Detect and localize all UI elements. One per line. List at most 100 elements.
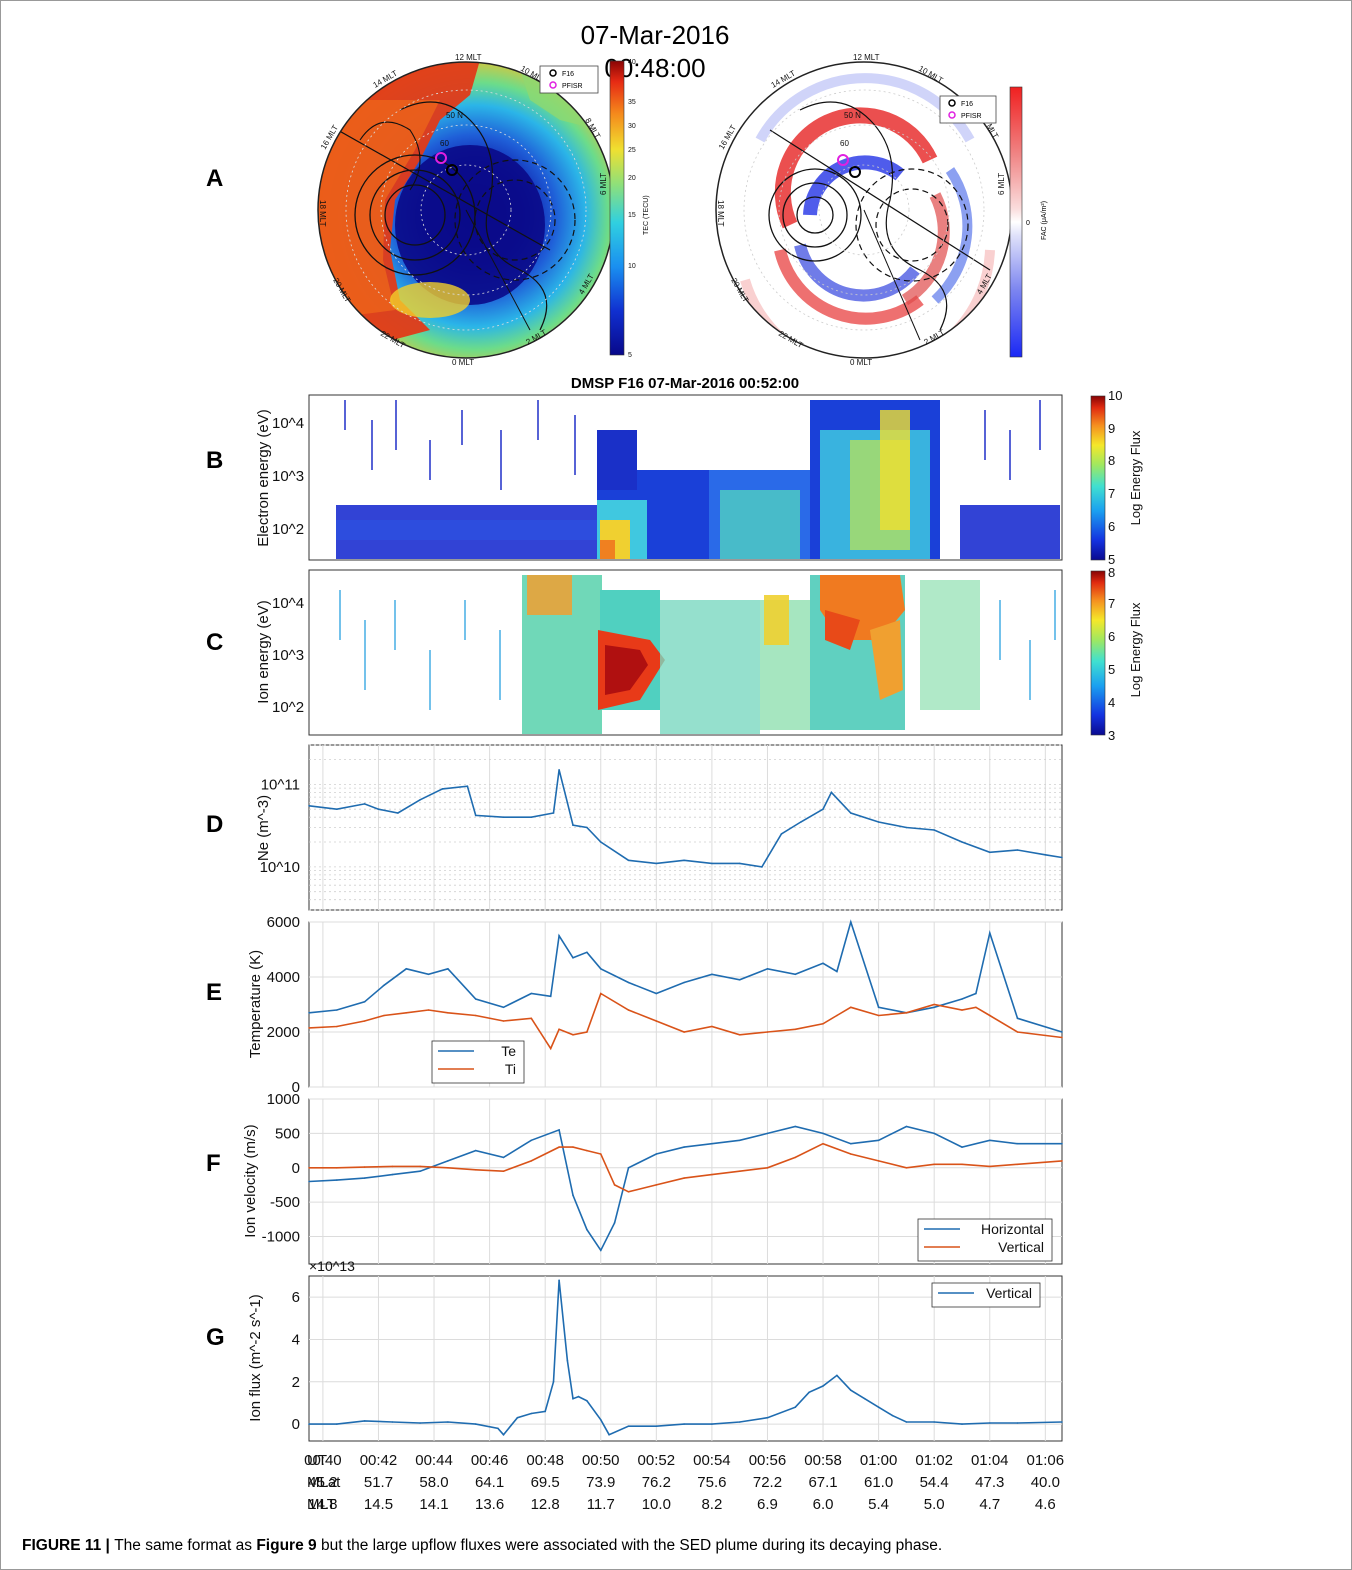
data-point [363,1166,366,1168]
data-point [397,812,399,814]
data-point [600,992,602,995]
electron-colorbar [1090,395,1106,561]
ion-cb-tick-6: 6 [1108,629,1115,644]
data-point [627,981,630,984]
fac-lat-60: 60 [840,139,849,148]
data-point [466,785,469,787]
data-point [961,1146,963,1148]
data-point [711,862,713,865]
data-point [586,1149,588,1152]
data-point [497,1427,499,1430]
panel-letter-g: G [206,1324,225,1351]
data-point [836,970,838,973]
xaxis-mlt-tick: 6.0 [813,1496,834,1513]
panel-d-plot: 10^10 10^11 Ne (m^-3) [255,744,1063,911]
tec-polar-map: 12 MLT 14 MLT 16 MLT 18 MLT 20 MLT 22 ML… [317,53,615,367]
panel-letter-d: D [206,811,223,838]
ytick-label: 4000 [267,969,300,986]
data-point [683,1031,685,1033]
fac-mlt-12: 12 MLT [853,53,880,62]
series-line-vertical [309,1280,1063,1436]
electron-cb-tick-9: 9 [1108,421,1115,436]
data-point [558,1129,560,1131]
data-point [683,981,685,984]
y-axis-label: Ion flux (m^-2 s^-1) [247,1294,264,1421]
tec-lat-50: 50 N [446,111,463,120]
xaxis-mlt-tick: 4.7 [979,1496,1000,1513]
tec-cb-tick-40: 40 [628,59,636,66]
xaxis-ut-tick: 00:44 [415,1452,453,1469]
data-point [566,1359,569,1362]
electron-cb-tick-8: 8 [1108,453,1115,468]
xaxis-mlat-tick: 40.0 [1031,1474,1060,1491]
data-point [502,1006,505,1009]
data-point [377,808,380,810]
xaxis-mlat-tick: 75.6 [697,1474,726,1491]
panel-letter-e: E [206,979,222,1006]
tec-cb-tick-10: 10 [628,263,636,270]
data-point [794,973,797,976]
plot-frame [308,921,1063,1088]
data-point [711,973,713,976]
data-point [600,1249,602,1252]
data-point [655,1184,658,1186]
map-date-title: 07-Mar-2016 [581,20,730,50]
electron-cb-tick-6: 6 [1108,519,1115,534]
data-point [989,1165,991,1168]
data-point [655,1425,658,1427]
ytick-label: 6000 [267,914,300,931]
xaxis-ut-tick: 00:52 [638,1452,676,1469]
electron-ytick-1e4: 10^4 [272,415,304,432]
data-point [905,1167,908,1169]
fac-cb-label: FAC (μA/m²) [1041,201,1048,240]
data-point [447,968,449,970]
data-point [766,1132,769,1135]
xaxis-row-label: MLT [307,1496,336,1513]
data-point [738,862,741,865]
data-point [308,1423,310,1425]
data-point [336,1009,338,1011]
data-point [627,1167,630,1169]
xaxis-mlt-tick: 14.1 [419,1496,448,1513]
data-point [447,1167,449,1169]
xaxis-mlt-tick: 6.9 [757,1496,778,1513]
data-point [558,1146,560,1148]
data-point [474,998,477,1000]
data-point [738,1034,741,1036]
ytick-label: 0 [292,1160,300,1177]
data-point [683,1423,685,1425]
xaxis-ut-tick: 00:56 [749,1452,787,1469]
xaxis-mlat-tick: 61.0 [864,1474,893,1491]
data-point [336,1025,338,1028]
legend-box [931,1282,1041,1308]
data-point [766,1031,769,1033]
data-point [405,1012,408,1014]
data-point [608,1433,610,1436]
xaxis-mlt-tick: 14.5 [364,1496,393,1513]
data-point [766,968,769,970]
data-point [586,951,588,954]
ytick-label: 6 [292,1289,300,1306]
electron-cb-tick-7: 7 [1108,486,1115,501]
tec-mlt-12: 12 MLT [455,53,482,62]
tec-mlt-18: 18 MLT [318,200,327,227]
xaxis-mlat-tick: 47.3 [975,1474,1004,1491]
xaxis-ut-tick: 01:00 [860,1452,898,1469]
legend-label: Vertical [986,1285,1032,1301]
xaxis-row-label: UT [307,1452,327,1469]
data-point [447,1160,449,1162]
data-point [336,1423,338,1425]
data-point [794,1156,797,1159]
data-point [683,1146,685,1148]
data-point [905,1012,908,1014]
data-point [613,1184,616,1186]
data-point [502,1156,505,1159]
xaxis-ut-tick: 00:46 [471,1452,509,1469]
electron-cb-label: Log Energy Flux [1128,430,1143,525]
legend-label: Horizontal [981,1221,1044,1237]
data-point [308,1180,310,1183]
data-point [530,1160,533,1162]
series-line-ne [308,769,1063,868]
data-point [502,1433,505,1436]
tec-cb-label: TEC (TECU) [643,195,650,235]
